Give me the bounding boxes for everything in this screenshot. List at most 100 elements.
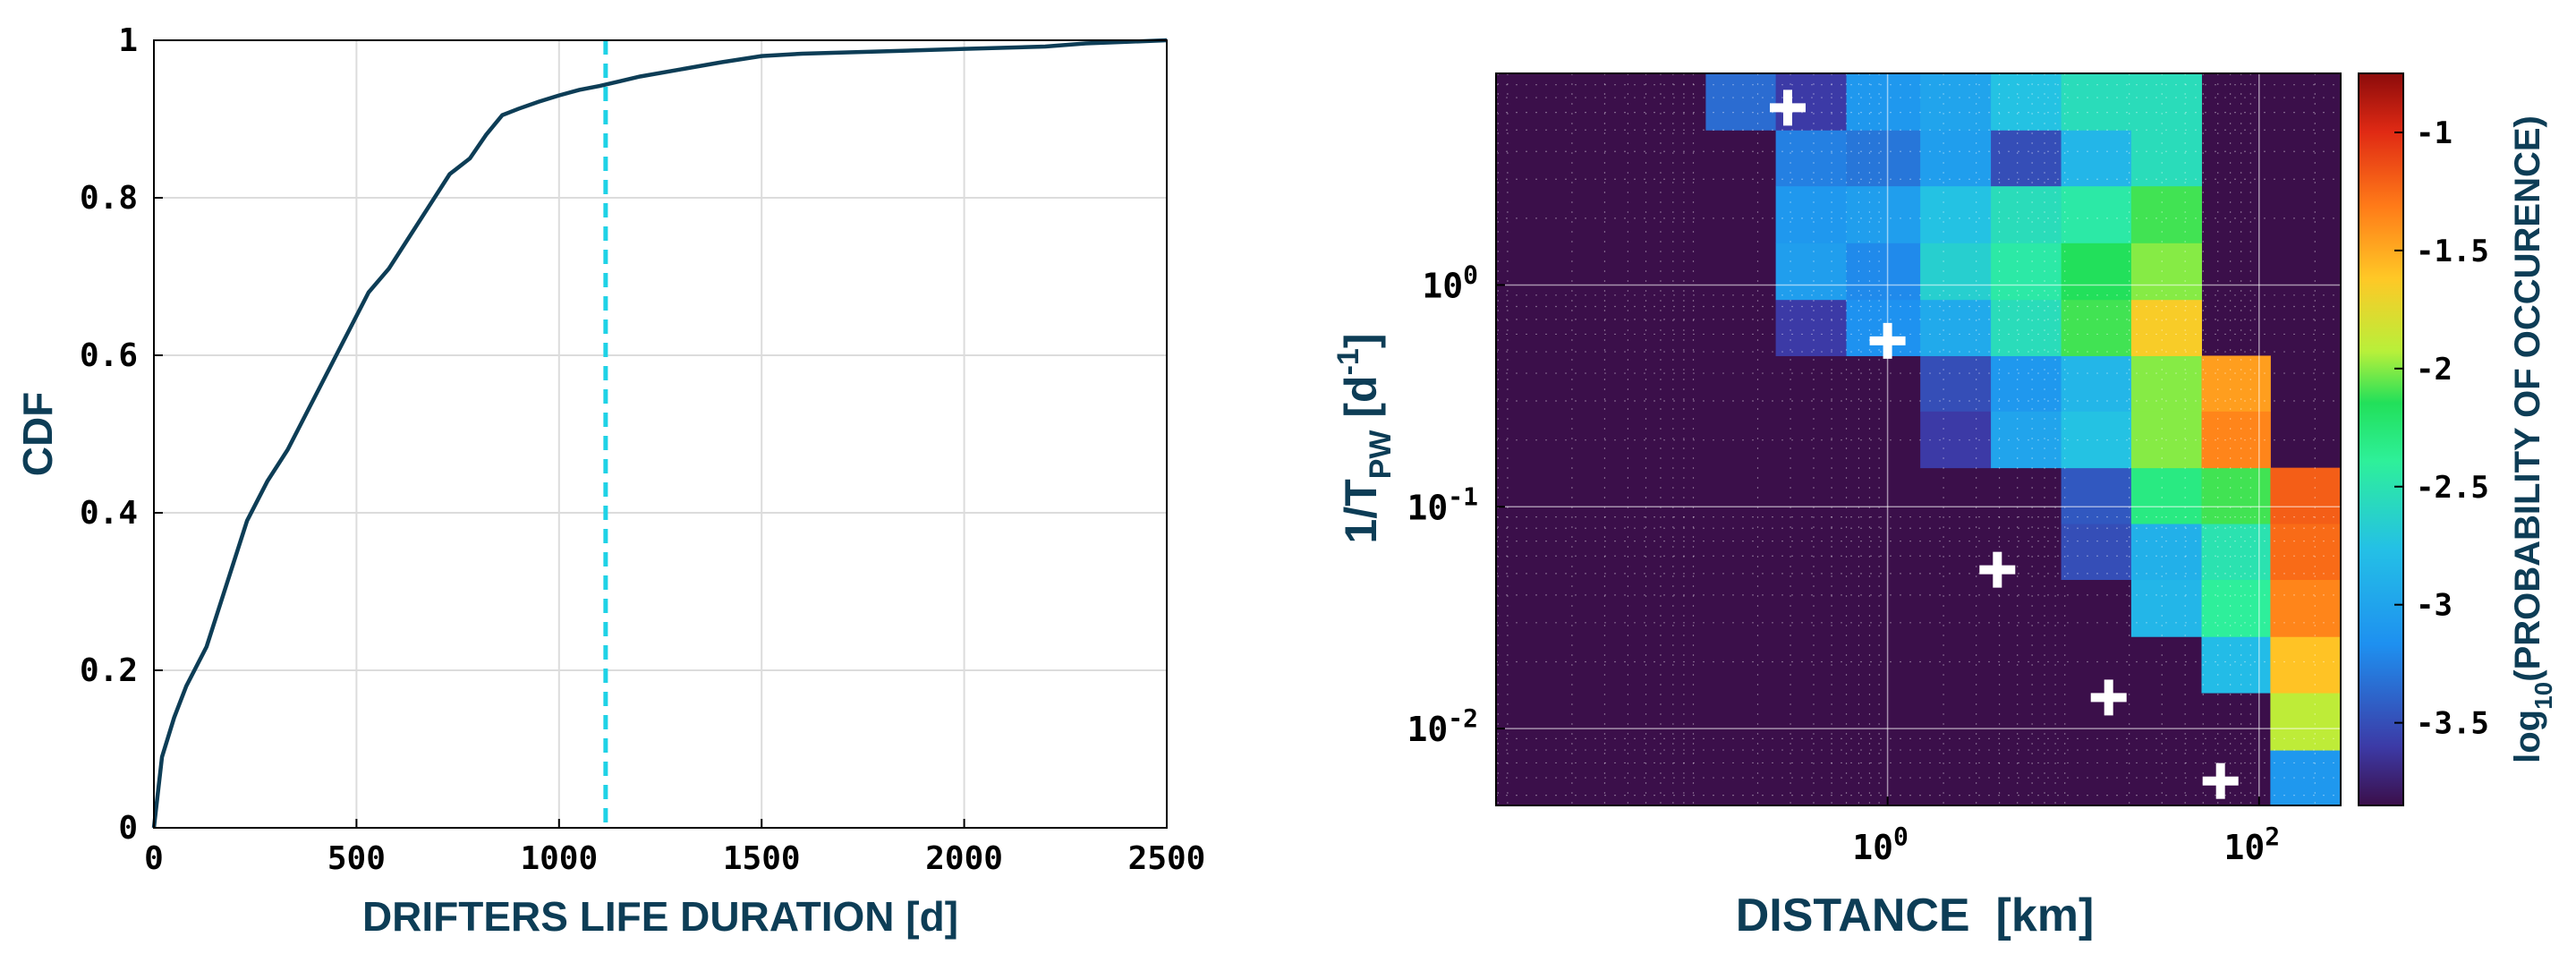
heatmap-cell [1991,299,2062,356]
heatmap-marker [2202,762,2239,799]
heatmap-y-axis: 100 10-1 10-2 [1407,260,1505,749]
marker-bar-v [1883,322,1892,359]
cdf-y-tick-label: 1 [118,22,138,59]
heatmap-cell [1991,130,2062,187]
heatmap-cell [1775,299,1848,356]
heatmap-dot-grid [1496,73,2341,805]
heatmap-cell [2061,130,2132,187]
heatmap-marker [1769,89,1806,126]
heatmap-cell [2130,73,2202,131]
heatmap-cell [2061,299,2132,356]
heatmap-cell [1920,299,1992,356]
cdf-grid [154,40,1167,828]
cdf-x-tick-label: 0 [144,840,164,877]
heatmap-cell [2130,579,2202,637]
colorbar-tick-label: -3 [2416,588,2453,624]
heatmap-cell [1846,130,1921,187]
heatmap-cell [2201,411,2271,469]
colorbar-tick-label: -3.5 [2416,706,2489,742]
cdf-x-tick-label: 1500 [723,840,801,877]
marker-bar-v [2104,679,2113,716]
heatmap-cell [1920,355,1992,412]
heatmap-x-tick-label: 102 [2223,822,2280,867]
heatmap-cell [1846,73,1921,131]
marker-bar-v [2215,762,2225,799]
heatmap-cell [2130,355,2202,412]
colorbar-ticks: -1 -1.5 -2 -2.5 -3 -3.5 [2394,115,2489,742]
heatmap-y-tick-label: 10-1 [1407,481,1478,527]
colorbar-tick-label: -2.5 [2416,470,2489,506]
heatmap-y-tick-label: 100 [1422,260,1478,305]
heatmap-cell [1775,185,1848,243]
cdf-x-axis: 0 500 1000 1500 2000 2500 [144,819,1205,877]
heatmap-x-axis: 100 102 [1852,796,2280,867]
colorbar-tick-label: -1 [2416,115,2453,151]
heatmap-cell [2201,524,2271,581]
cdf-y-tick-label: 0 [118,810,138,847]
heatmap-cell [1991,185,2062,243]
colorbar-gradient [2358,72,2404,806]
heatmap-x-axis-label: DISTANCE [km] [1736,890,2095,941]
cdf-x-axis-label: DRIFTERS LIFE DURATION [d] [362,893,958,940]
colorbar-tick-label: -1.5 [2416,234,2489,269]
heatmap-cell [1920,73,1992,131]
heatmap-cell [1991,73,2062,131]
cdf-y-axis-label: CDF [14,392,61,477]
marker-bar-v [1782,89,1792,126]
heatmap-cell [2130,130,2202,187]
cdf-y-tick-label: 0.2 [80,652,138,689]
heatmap-cell [2270,750,2342,806]
heatmap-cell [2061,355,2132,412]
heatmap-cell [2201,579,2271,637]
heatmap-cell [1846,185,1921,243]
colorbar-tick-label: -2 [2416,352,2453,388]
heatmap-grid [1496,73,2341,805]
heatmap-chart: 100 102 100 10-1 10-2 DISTANCE [km] 1/TPW [… [1331,72,2342,941]
cdf-y-tick-label: 0.6 [80,337,138,374]
heatmap-cell [2270,524,2342,581]
cdf-plot-frame [153,39,1168,829]
heatmap-y-tick-label: 10-2 [1407,703,1478,749]
heatmap-cell [2270,693,2342,751]
cdf-y-axis: 0 0.2 0.4 0.6 0.8 1 [80,22,163,847]
cdf-x-tick-label: 1000 [520,840,598,877]
heatmap-cell [2061,73,2132,131]
heatmap-marker [2090,679,2127,716]
colorbar-label: log10(PROBABILITY OF OCCURENCE) [2508,115,2557,763]
heatmap-cell [2061,411,2132,469]
heatmap-cells [1496,73,2342,806]
cdf-y-tick-label: 0.4 [80,495,138,532]
heatmap-cell [2201,636,2271,694]
heatmap-cell [2130,243,2202,301]
marker-bar-v [1993,551,2002,588]
heatmap-cell [2061,524,2132,581]
cdf-series-line [151,38,1168,829]
heatmap-plot-frame [1495,72,2342,806]
heatmap-cell [1991,243,2062,301]
heatmap-cell [2201,355,2271,412]
heatmap-marker [1869,322,1906,359]
heatmap-marker [1979,551,2016,588]
colorbar: -1 -1.5 -2 -2.5 -3 -3.5 log10(PROBABILITY OF … [2358,72,2557,806]
heatmap-cell [1920,130,1992,187]
heatmap-cell [2130,185,2202,243]
heatmap-cell [1846,243,1921,301]
heatmap-cell [2130,411,2202,469]
cdf-y-tick-label: 0.8 [80,180,138,217]
heatmap-x-tick-label: 100 [1852,822,1909,867]
heatmap-cell [1991,355,2062,412]
cdf-x-tick-label: 2000 [925,840,1003,877]
heatmap-cell [1920,411,1992,469]
heatmap-cell [2061,243,2132,301]
heatmap-cell [2201,467,2271,524]
heatmap-cell [2061,185,2132,243]
heatmap-cell [2270,579,2342,637]
cdf-x-tick-label: 500 [327,840,386,877]
heatmap-cell [1775,130,1848,187]
heatmap-cell [1991,411,2062,469]
heatmap-cell [2061,467,2132,524]
heatmap-y-axis-label: 1/TPW [d-1] [1331,333,1398,543]
cdf-plot-area [154,40,1167,828]
heatmap-cell [1775,243,1848,301]
